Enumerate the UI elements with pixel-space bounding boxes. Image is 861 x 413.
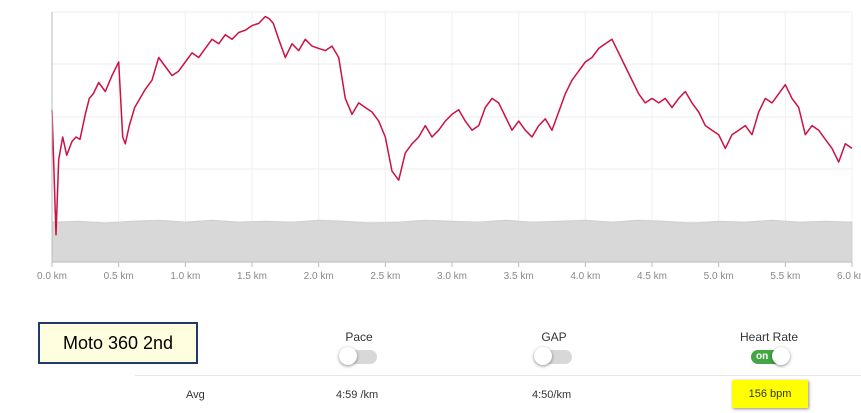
toggle-knob [772,347,790,365]
heart-rate-toggle[interactable]: on [751,347,790,365]
pace-toggle-group: Pace [299,330,419,365]
avg-gap: 4:50/km [532,389,572,401]
avg-pace: 4:59 /km [336,389,379,401]
avg-label: Avg [186,389,205,401]
device-label-box: Moto 360 2nd [38,322,198,364]
heart-rate-line [51,15,853,236]
pace-toggle[interactable] [339,347,377,365]
pace-toggle-label: Pace [345,330,373,344]
x-tick-label: 0.5 km [104,271,134,282]
x-tick-label: 4.0 km [570,271,600,282]
gap-toggle[interactable] [534,347,572,365]
x-tick-label: 6.0 km [837,271,861,282]
toggle-on-text: on [756,351,769,362]
x-tick-label: 3.5 km [504,271,534,282]
x-tick-label: 3.0 km [437,271,467,282]
x-tick-label: 2.5 km [370,271,400,282]
x-ticks: 0.0 km 0.5 km 1.0 km 1.5 km 2.0 km 2.5 km 3.0 … [37,262,861,282]
avg-heart-rate: 156 bpm [748,388,792,400]
x-tick-label: 0.0 km [37,271,67,282]
x-tick-label: 4.5 km [637,271,667,282]
elevation-area [51,219,853,263]
gap-toggle-group: GAP [494,330,614,365]
toggle-knob [534,347,552,365]
row-divider [135,375,861,376]
heart-rate-chart: 0.0 km 0.5 km 1.0 km 1.5 km 2.0 km 2.5 km 3.0 … [37,11,861,282]
toggle-knob [339,347,357,365]
x-tick-label: 5.5 km [770,271,800,282]
x-tick-label: 1.0 km [170,271,200,282]
x-tick-label: 2.0 km [304,271,334,282]
avg-heart-rate-highlight: 156 bpm [732,380,808,408]
x-tick-label: 5.0 km [704,271,734,282]
device-label: Moto 360 2nd [62,332,174,353]
x-tick-label: 1.5 km [237,271,267,282]
gap-toggle-label: GAP [541,330,567,344]
heart-rate-toggle-label: Heart Rate [739,330,799,344]
heart-rate-toggle-group: Heart Rate on [709,330,829,365]
